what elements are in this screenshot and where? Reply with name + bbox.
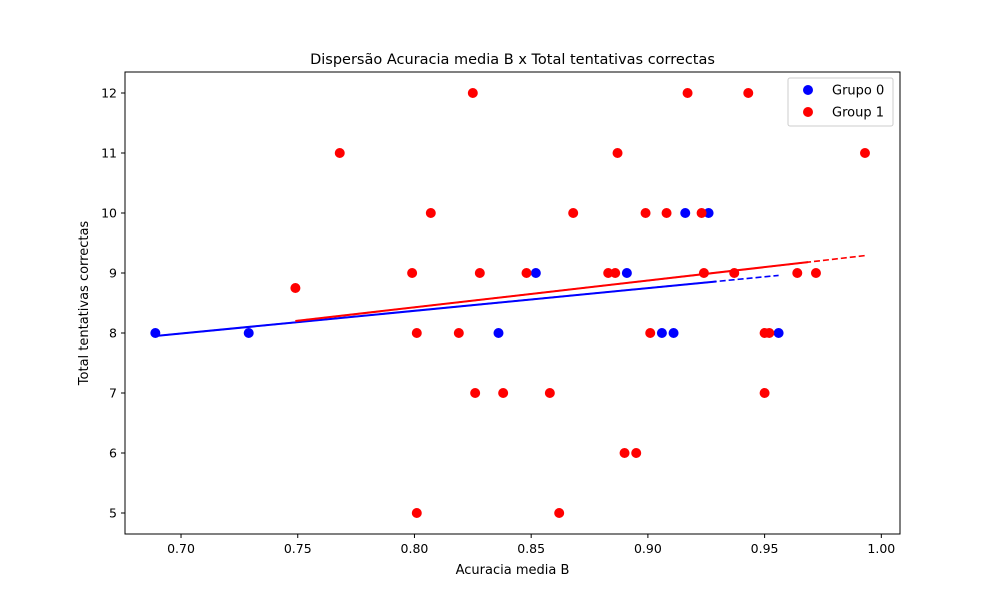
data-point-series-1 [467,88,478,98]
data-point-series-0 [621,268,632,278]
data-point-series-1 [640,208,651,218]
data-point-series-1 [764,328,775,338]
y-tick-label: 5 [109,506,117,521]
legend: Grupo 0 Group 1 [787,77,894,127]
y-tick-label: 10 [101,206,117,221]
x-tick-label: 0.80 [401,541,429,556]
y-tick-label: 7 [109,386,117,401]
y-tick-label: 11 [101,146,117,161]
data-point-series-1 [425,208,436,218]
legend-marker-grupo-0 [803,85,813,95]
data-point-series-1 [568,208,579,218]
data-point-series-0 [703,208,714,218]
data-point-series-1 [729,268,740,278]
data-point-series-1 [612,148,623,158]
trend-lines [155,254,866,337]
legend-label-grupo-0: Grupo 0 [832,84,884,99]
data-point-series-1 [474,268,485,278]
data-point-series-1 [334,148,345,158]
data-point-series-1 [610,268,621,278]
data-point-series-1 [290,283,301,293]
data-point-series-0 [773,328,784,338]
x-tick-label: 0.95 [751,541,779,556]
trend-line-overlay-series-0 [155,280,717,337]
data-point-series-1 [453,328,464,338]
data-point-series-0 [656,328,667,338]
data-point-series-1 [470,388,481,398]
y-axis-label: Total tentativas correctas [77,221,92,387]
data-point-series-1 [792,268,803,278]
data-point-series-1 [645,328,656,338]
y-tick-label: 6 [109,446,117,461]
data-point-series-0 [668,328,679,338]
data-points [150,88,870,518]
legend-label-group-1: Group 1 [832,106,884,121]
data-point-series-0 [493,328,504,338]
y-tick-label: 9 [109,266,117,281]
data-point-series-1 [682,88,693,98]
data-point-series-1 [603,268,614,278]
x-tick-label: 0.70 [167,541,195,556]
data-point-series-1 [743,88,754,98]
data-point-series-1 [521,268,532,278]
data-point-series-1 [810,268,821,278]
data-point-series-1 [544,388,555,398]
x-axis-label: Acuracia media B [456,563,570,578]
y-axis-ticks: 5 6 7 8 9 10 11 12 [101,86,125,521]
data-point-series-0 [243,328,254,338]
x-tick-label: 0.75 [284,541,312,556]
data-point-series-0 [150,328,161,338]
data-point-series-1 [411,508,422,518]
y-tick-label: 12 [101,86,117,101]
data-point-series-1 [619,448,630,458]
trend-line-overlay-series-1 [295,261,809,322]
data-point-series-0 [680,208,691,218]
legend-box [787,77,894,127]
data-point-series-1 [498,388,509,398]
y-tick-label: 8 [109,326,117,341]
plot-area-frame [124,71,901,535]
chart-title: Dispersão Acuracia media B x Total tenta… [310,52,715,68]
data-point-series-1 [554,508,565,518]
data-point-series-0 [530,268,541,278]
data-point-series-1 [698,268,709,278]
x-axis-ticks: 0.70 0.75 0.80 0.85 0.90 0.95 1.00 [167,534,895,556]
data-point-series-1 [661,208,672,218]
data-point-series-1 [631,448,642,458]
x-tick-label: 0.85 [517,541,545,556]
data-point-series-1 [411,328,422,338]
data-point-series-1 [759,388,770,398]
data-point-series-1 [859,148,870,158]
x-tick-label: 0.90 [634,541,662,556]
x-tick-label: 1.00 [867,541,895,556]
legend-marker-group-1 [803,107,813,117]
data-point-series-1 [407,268,418,278]
data-point-series-1 [696,208,707,218]
